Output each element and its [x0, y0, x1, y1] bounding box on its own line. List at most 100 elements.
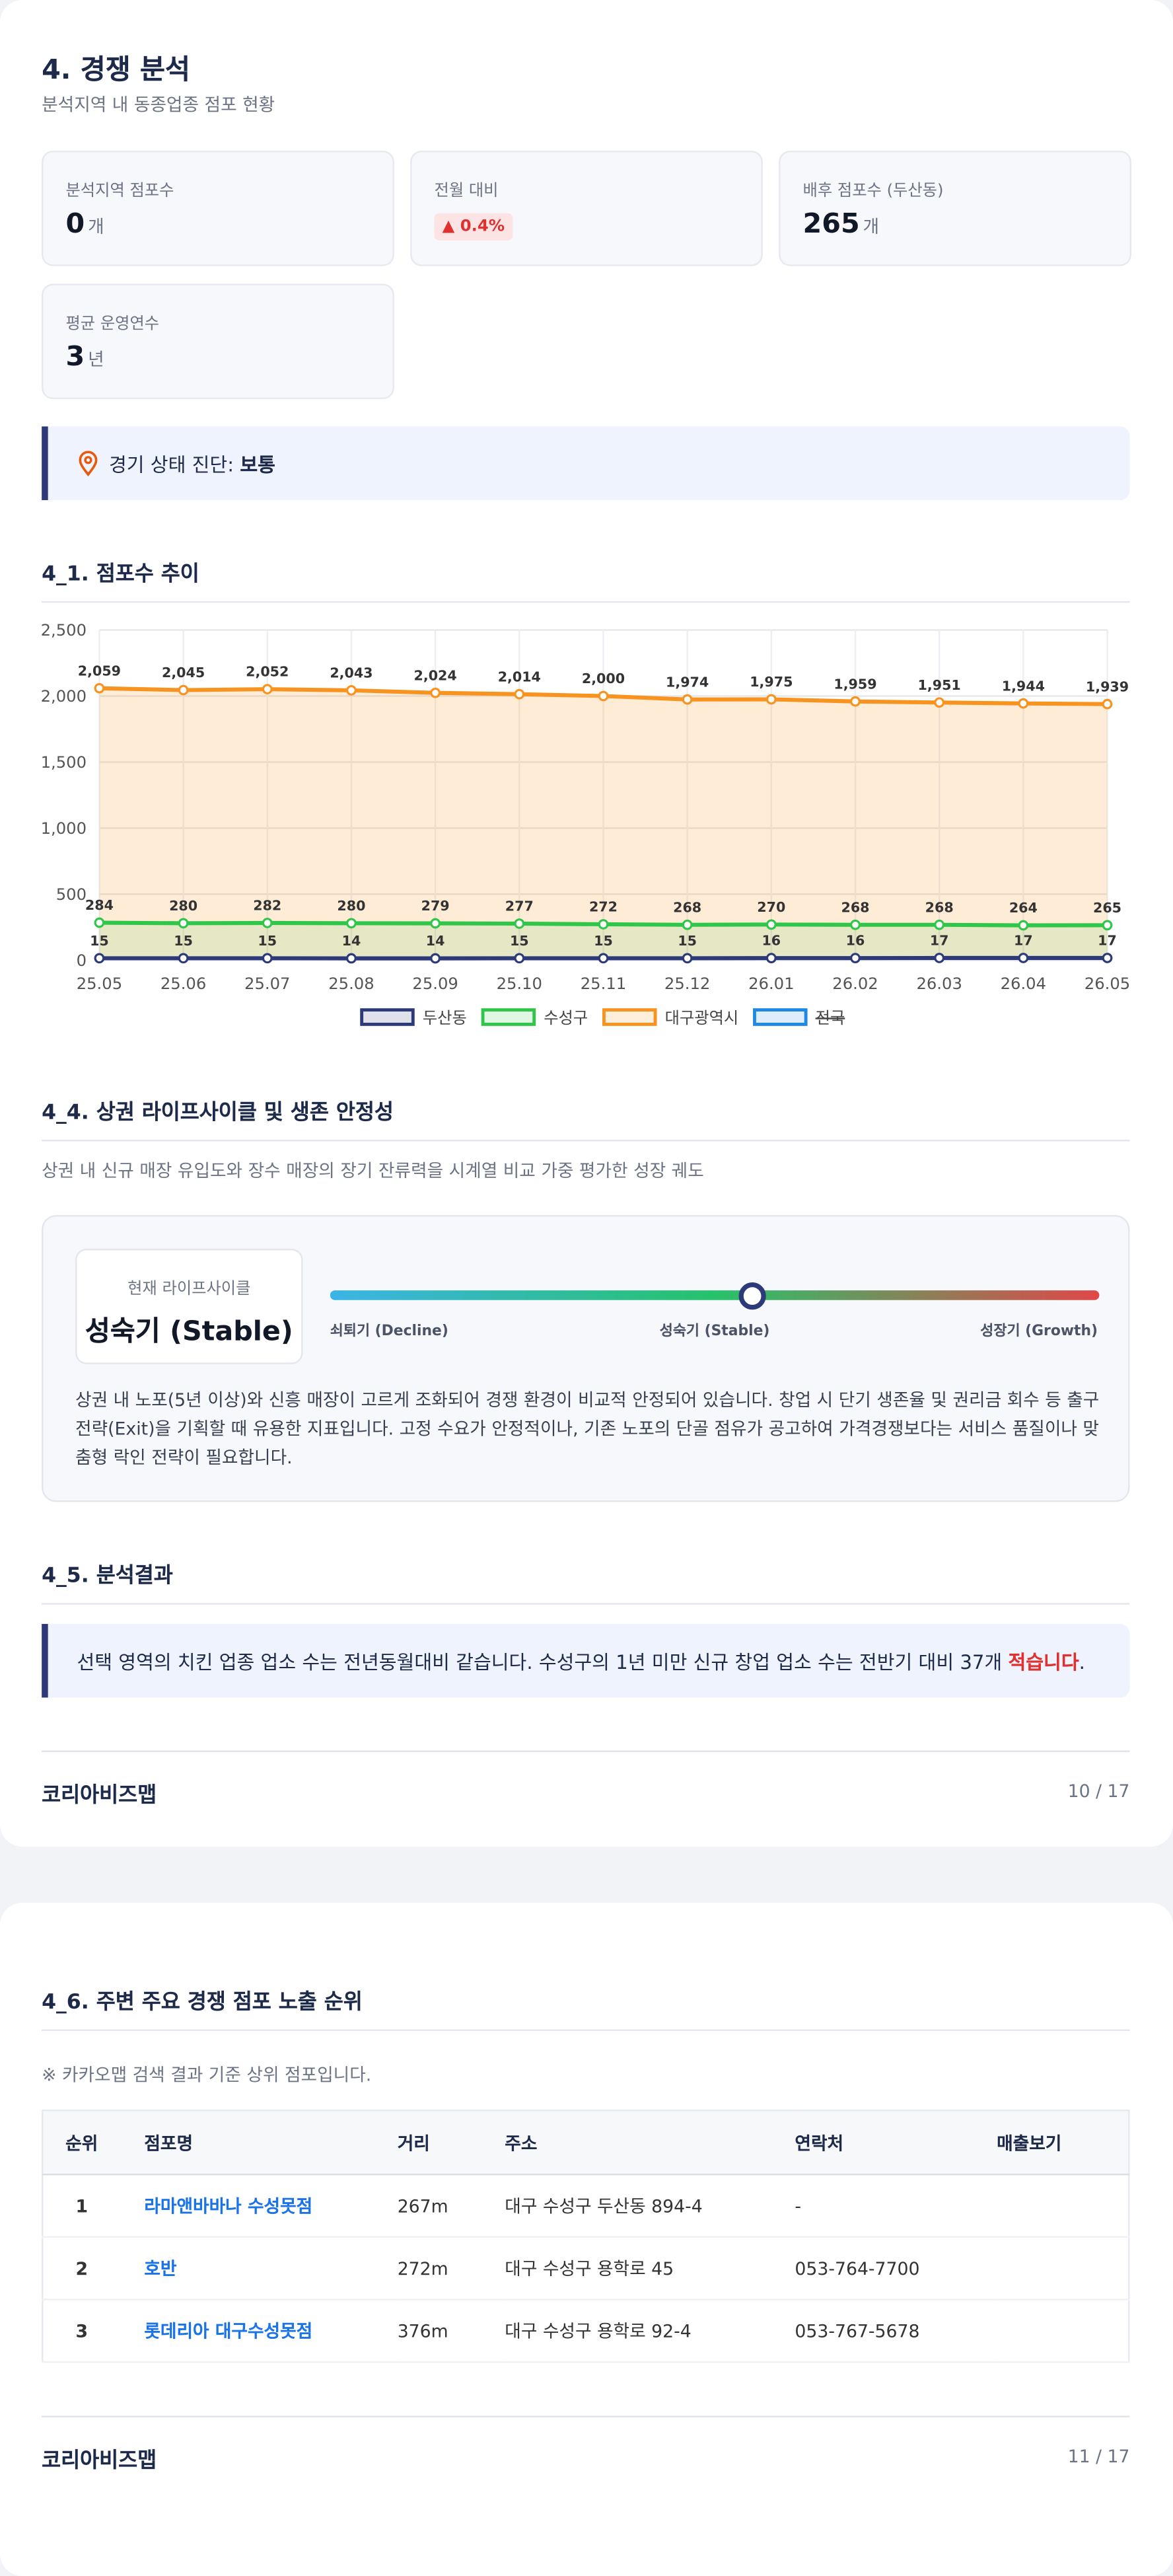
data-label: 17 [1014, 933, 1033, 949]
legend-item[interactable]: 수성구 [481, 1008, 588, 1027]
title: 4. 경쟁 분석 [42, 54, 190, 87]
diagnosis-value: 보통 [240, 453, 275, 476]
unit: 개 [863, 216, 880, 238]
header-row: 순위 점포명 거리 주소 연락처 매출보기 [42, 2110, 1129, 2176]
x-tick-label: 25.12 [664, 974, 710, 993]
data-point [1018, 953, 1029, 963]
current-label: 현재 라이프사이클 [127, 1280, 251, 1299]
data-label: 1,939 [1086, 679, 1129, 694]
data-point [346, 685, 357, 696]
footer: 코리아비즈맵 10 / 17 [42, 1750, 1129, 1808]
x-tick-label: 25.09 [412, 974, 458, 993]
data-point [765, 694, 777, 705]
legend: 두산동 수성구 대구광역시 전국 [360, 1008, 845, 1027]
table-cell: 272m [397, 2236, 505, 2300]
data-label: 265 [1093, 900, 1121, 916]
data-point [682, 694, 693, 705]
data-label: 1,959 [834, 676, 876, 692]
table-cell [997, 2299, 1129, 2363]
table-cell: 라마앤바바나 수성못점 [120, 2174, 398, 2238]
data-point [934, 697, 945, 708]
note: ※ 카카오맵 검색 결과 기준 상위 점포입니다. [42, 2065, 372, 2086]
data-point [94, 682, 105, 694]
legend-label: 대구광역시 [665, 1008, 739, 1027]
result-box: 선택 영역의 치킨 업종 업소 수는 전년동월대비 같습니다. 수성구의 1년 … [42, 1623, 1130, 1698]
data-label: 15 [510, 933, 529, 949]
data-point [178, 918, 189, 929]
x-tick-label: 25.07 [244, 974, 290, 993]
data-label: 2,059 [78, 663, 121, 679]
data-point [850, 953, 861, 964]
data-label: 2,014 [498, 669, 541, 684]
data-point [682, 953, 693, 964]
data-point [514, 953, 525, 964]
data-point [1102, 953, 1113, 963]
column-header: 주소 [505, 2110, 795, 2176]
emphasis: 적습니다 [1008, 1651, 1079, 1674]
data-label: 284 [85, 897, 114, 913]
table-cell: 호반 [120, 2236, 398, 2300]
data-label: 17 [930, 933, 949, 949]
series-area [99, 688, 1108, 961]
table-cell: 대구 수성구 용학로 45 [505, 2236, 795, 2300]
data-label: 16 [846, 933, 865, 949]
data-point [262, 684, 273, 694]
data-label: 282 [253, 898, 281, 914]
data-point [430, 953, 441, 964]
stat-card: 배후 점포수 (두산동) 265 개 [779, 151, 1131, 266]
table-cell: 053-764-7700 [795, 2236, 997, 2300]
legend-item[interactable]: 전국 [753, 1008, 845, 1027]
data-point [934, 953, 945, 963]
legend-item[interactable]: 두산동 [360, 1008, 467, 1027]
table-row: 1 라마앤바바나 수성못점 267m 대구 수성구 두산동 894-4- [42, 2174, 1129, 2238]
data-label: 2,024 [414, 667, 457, 683]
x-tick-label: 26.05 [1084, 974, 1130, 993]
data-point [178, 684, 189, 696]
y-tick-label: 1,500 [41, 753, 87, 772]
y-tick-label: 1,000 [41, 819, 87, 838]
stat-value: 265 개 [803, 208, 880, 240]
data-label: 1,974 [666, 674, 709, 690]
current-stage: 성숙기 (Stable) [85, 1315, 293, 1348]
data-label: 1,951 [918, 677, 961, 693]
lifecycle-bar [330, 1290, 1100, 1300]
data-label: 270 [757, 899, 785, 915]
data-point [1102, 920, 1113, 931]
x-tick-label: 26.02 [832, 974, 878, 993]
data-label: 1,944 [1002, 678, 1045, 694]
data-label: 268 [673, 899, 701, 915]
brand: 코리아비즈맵 [42, 2449, 157, 2474]
table-cell: 대구 수성구 용학로 92-4 [505, 2299, 795, 2363]
legend-swatch [753, 1008, 808, 1026]
x-tick-label: 25.08 [328, 974, 374, 993]
legend-label: 두산동 [423, 1008, 467, 1027]
text: 선택 영역의 치킨 업종 업소 수는 전년동월대비 같습니다. 수성구의 1년 … [77, 1651, 1009, 1674]
data-point [514, 918, 525, 929]
lifecycle-box: 현재 라이프사이클 성숙기 (Stable) 쇠퇴기 (Decline) 성숙기… [42, 1215, 1130, 1502]
stage-label: 성장기 (Growth) [980, 1324, 1098, 1341]
data-point [262, 918, 273, 928]
brand: 코리아비즈맵 [42, 1784, 157, 1808]
data-label: 17 [1098, 933, 1117, 949]
stage-label: 성숙기 (Stable) [659, 1324, 770, 1341]
data-label: 15 [174, 933, 193, 949]
y-tick-label: 0 [77, 951, 87, 970]
data-label: 279 [421, 898, 450, 914]
table-cell: - [795, 2174, 997, 2238]
data-label: 2,052 [246, 664, 289, 680]
data-label: 16 [762, 933, 781, 949]
data-label: 15 [594, 933, 613, 949]
diagnosis-box: 경기 상태 진단: 보통 [42, 426, 1130, 501]
column-header: 점포명 [120, 2110, 398, 2176]
value: 3 [65, 341, 85, 374]
data-label: 280 [169, 898, 197, 914]
stage-label: 쇠퇴기 (Decline) [330, 1324, 448, 1341]
section-title: 4_6. 주변 주요 경쟁 점포 노출 순위 [42, 1985, 1130, 2032]
table-cell: 롯데리아 대구수성못점 [120, 2299, 398, 2363]
series-area [99, 922, 1108, 961]
legend-item[interactable]: 대구광역시 [602, 1008, 739, 1027]
data-label: 14 [426, 933, 445, 949]
